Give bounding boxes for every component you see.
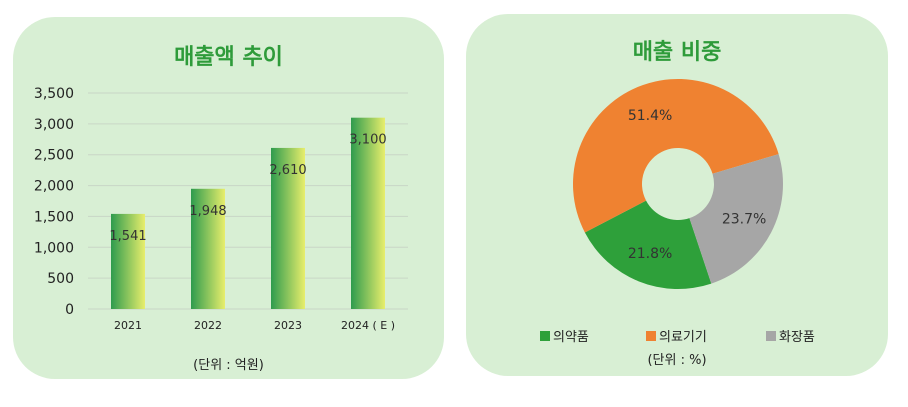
bar-value-label: 1,541 (109, 229, 146, 244)
y-tick-label: 2,500 (34, 148, 74, 164)
x-tick-label: 2021 (114, 319, 142, 332)
bar-value-label: 1,948 (189, 204, 226, 219)
y-tick-label: 1,500 (34, 209, 74, 225)
share-chart-title: 매출 비중 (632, 40, 722, 65)
legend-item-medical-device: 의료기기 (646, 326, 707, 345)
y-tick-label: 0 (65, 302, 74, 318)
y-tick-label: 3,000 (34, 117, 74, 133)
y-tick-label: 1,000 (34, 240, 74, 256)
share-legend: 의약품 의료기기 화장품 (466, 326, 888, 346)
bar-2024E (351, 117, 385, 309)
y-tick-label: 2,000 (34, 179, 74, 195)
revenue-trend-panel: 매출액 추이 0 500 1,000 1,500 2,000 2,500 3,000 3,50… (13, 17, 444, 379)
bar-2021 (111, 213, 145, 309)
x-tick-label: 2023 (274, 319, 302, 332)
x-tick-label: 2024 ( E ) (341, 319, 395, 332)
y-tick-label: 500 (47, 271, 74, 287)
bar-value-label: 2,610 (269, 163, 306, 178)
donut-slice-medical-device (573, 79, 779, 233)
x-tick-label: 2022 (194, 319, 222, 332)
legend-label-pharma: 의약품 (553, 330, 589, 345)
revenue-unit-note: (단위 : 억원) (193, 358, 264, 373)
legend-label-cosmetics: 화장품 (779, 330, 815, 345)
bar-value-label: 3,100 (349, 133, 386, 148)
legend-item-cosmetics: 화장품 (766, 326, 815, 345)
y-tick-label: 3,500 (34, 86, 74, 102)
bar-2022 (191, 188, 225, 309)
donut-slice-cosmetics (689, 154, 783, 284)
legend-swatch-pharma (540, 330, 550, 341)
revenue-chart-title: 매출액 추이 (174, 45, 283, 70)
donut-value-label: 23.7% (722, 211, 766, 227)
legend-label-medical-device: 의료기기 (659, 330, 707, 345)
revenue-bar-chart: 0 500 1,000 1,500 2,000 2,500 3,000 3,500 1,541… (34, 86, 408, 332)
legend-swatch-medical-device (646, 330, 656, 341)
legend-item-pharma: 의약품 (540, 326, 589, 345)
donut-value-label: 21.8% (628, 246, 672, 262)
share-unit-note: (단위 : %) (647, 353, 707, 368)
donut-slice-pharma (584, 200, 712, 290)
donut-value-label: 51.4% (628, 108, 672, 124)
sales-share-donut-chart: 21.8% 51.4% 23.7% (573, 79, 783, 290)
legend-swatch-cosmetics (766, 330, 776, 341)
bar-2023 (271, 147, 305, 309)
sales-share-panel: 매출 비중 21.8% 51.4% 23.7% 의약품 의료기기 화장품 (단위 :… (466, 14, 888, 376)
